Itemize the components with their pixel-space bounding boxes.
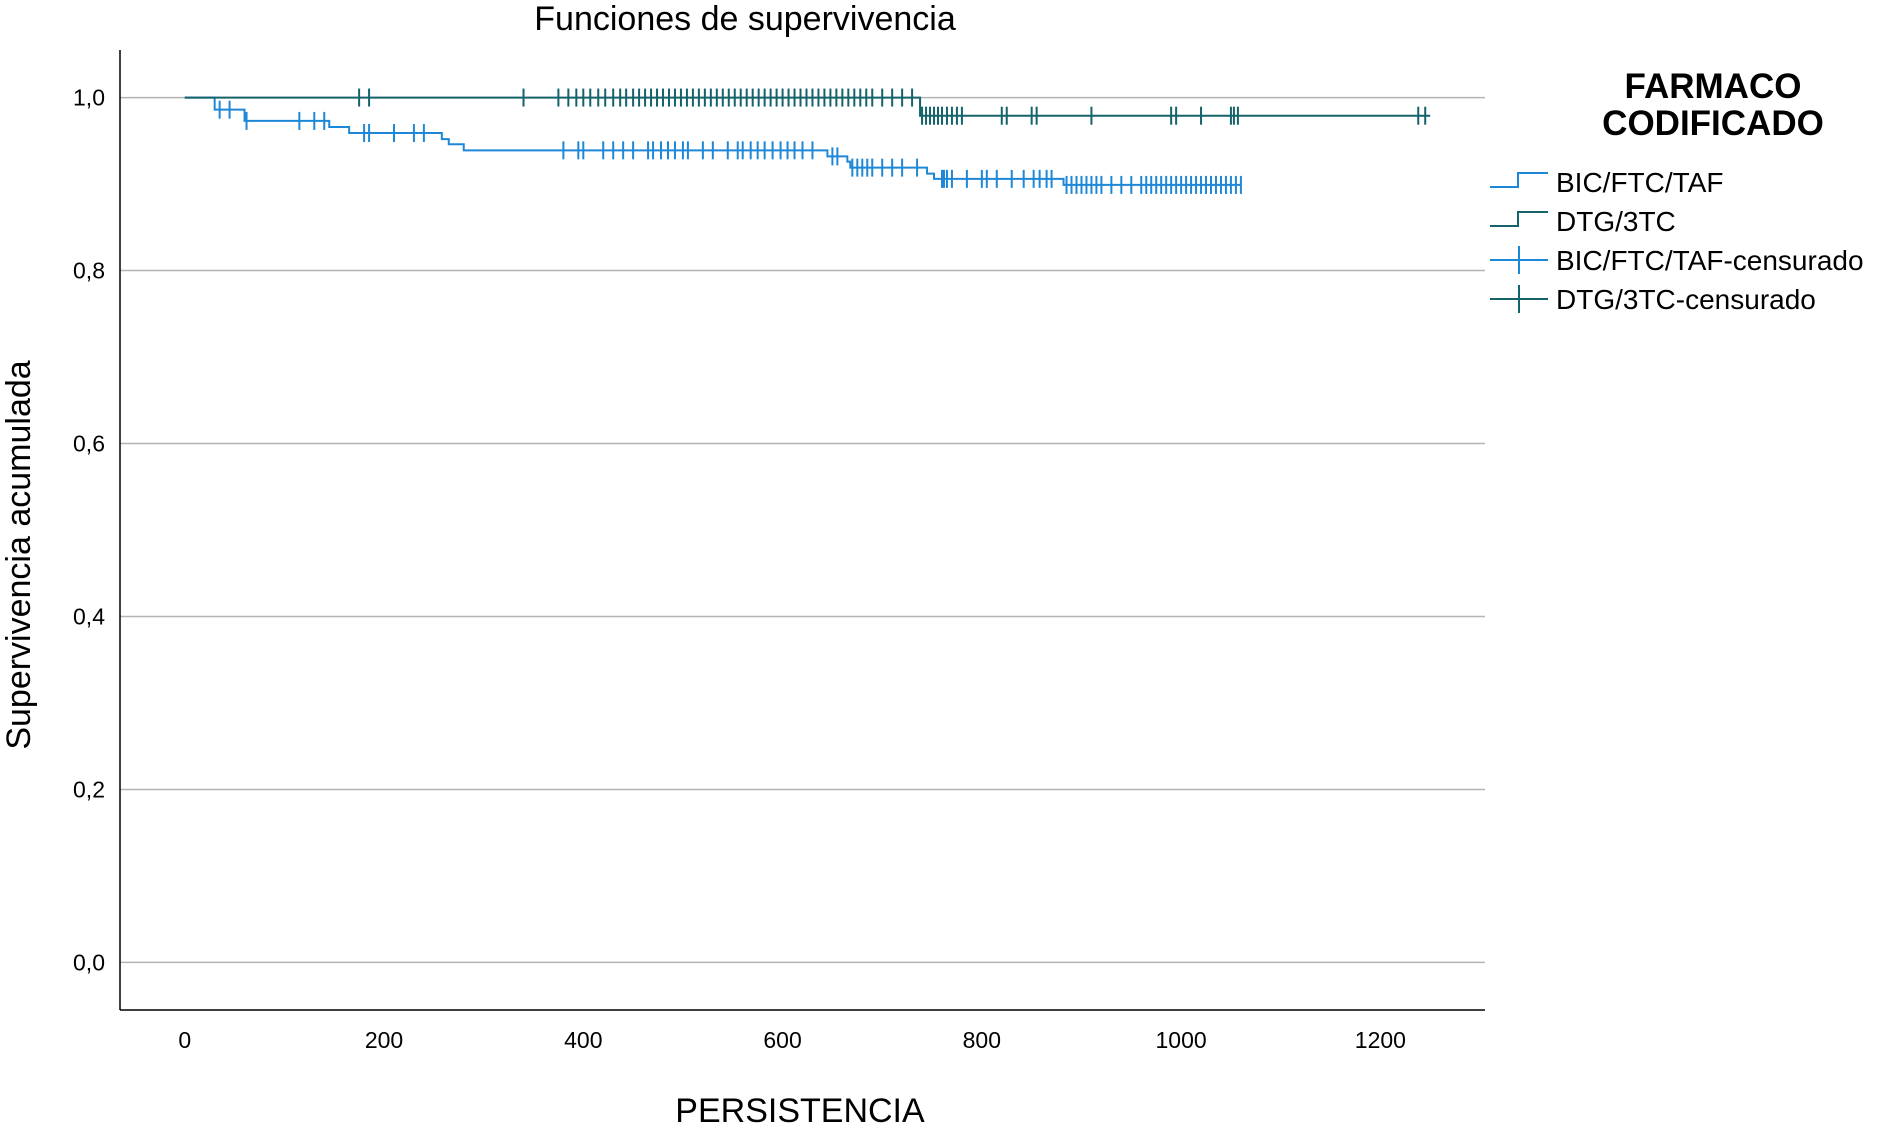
x-tick-label: 200 bbox=[365, 1027, 403, 1053]
legend-items: BIC/FTC/TAF DTG/3TC BIC/FTC/TAF-censurado D… bbox=[1490, 167, 1864, 315]
y-tick-label: 0,6 bbox=[73, 431, 105, 457]
x-axis-title: PERSISTENCIA bbox=[675, 1092, 925, 1127]
x-tick-label: 0 bbox=[178, 1027, 191, 1053]
x-tick-labels: 0 200 400 600 800 1000 1200 bbox=[178, 1027, 1406, 1053]
legend-entry-2: BIC/FTC/TAF-censurado bbox=[1490, 245, 1864, 276]
series-layer bbox=[184, 88, 1431, 194]
x-tick-label: 400 bbox=[564, 1027, 602, 1053]
y-tick-label: 0,8 bbox=[73, 258, 105, 284]
x-tick-label: 1000 bbox=[1156, 1027, 1207, 1053]
y-tick-label: 0,4 bbox=[73, 603, 105, 629]
legend-entry-1: DTG/3TC bbox=[1490, 206, 1676, 237]
legend-entry-3: DTG/3TC-censurado bbox=[1490, 284, 1816, 315]
grid-lines bbox=[120, 96, 1485, 964]
x-tick-label: 800 bbox=[963, 1027, 1001, 1053]
y-tick-labels: 0,0 0,2 0,4 0,6 0,8 1,0 bbox=[73, 85, 105, 976]
series-0 bbox=[184, 96, 1242, 194]
legend: FARMACO CODIFICADO BIC/FTC/TAFDTG/3TCBIC… bbox=[1490, 67, 1864, 315]
legend-entry-0: BIC/FTC/TAF bbox=[1490, 167, 1723, 198]
legend-line-symbol bbox=[1490, 172, 1548, 188]
x-tick-label: 1200 bbox=[1355, 1027, 1406, 1053]
y-tick-label: 0,2 bbox=[73, 776, 105, 802]
y-tick-label: 0,0 bbox=[73, 949, 105, 975]
x-tick-label: 600 bbox=[763, 1027, 801, 1053]
survival-curve-0 bbox=[184, 96, 1241, 186]
legend-label: DTG/3TC bbox=[1556, 206, 1676, 237]
legend-label: DTG/3TC-censurado bbox=[1556, 284, 1816, 315]
y-tick-label: 1,0 bbox=[73, 85, 105, 111]
legend-line-symbol bbox=[1490, 211, 1548, 227]
axes bbox=[119, 50, 1485, 1011]
legend-title: FARMACO bbox=[1625, 67, 1802, 106]
y-axis-title: Supervivencia acumulada bbox=[0, 360, 38, 749]
legend-title-line2: CODIFICADO bbox=[1602, 104, 1824, 143]
legend-label: BIC/FTC/TAF-censurado bbox=[1556, 245, 1864, 276]
series-1 bbox=[184, 88, 1431, 125]
legend-label: BIC/FTC/TAF bbox=[1556, 167, 1723, 198]
chart-title: Funciones de supervivencia bbox=[534, 0, 956, 38]
